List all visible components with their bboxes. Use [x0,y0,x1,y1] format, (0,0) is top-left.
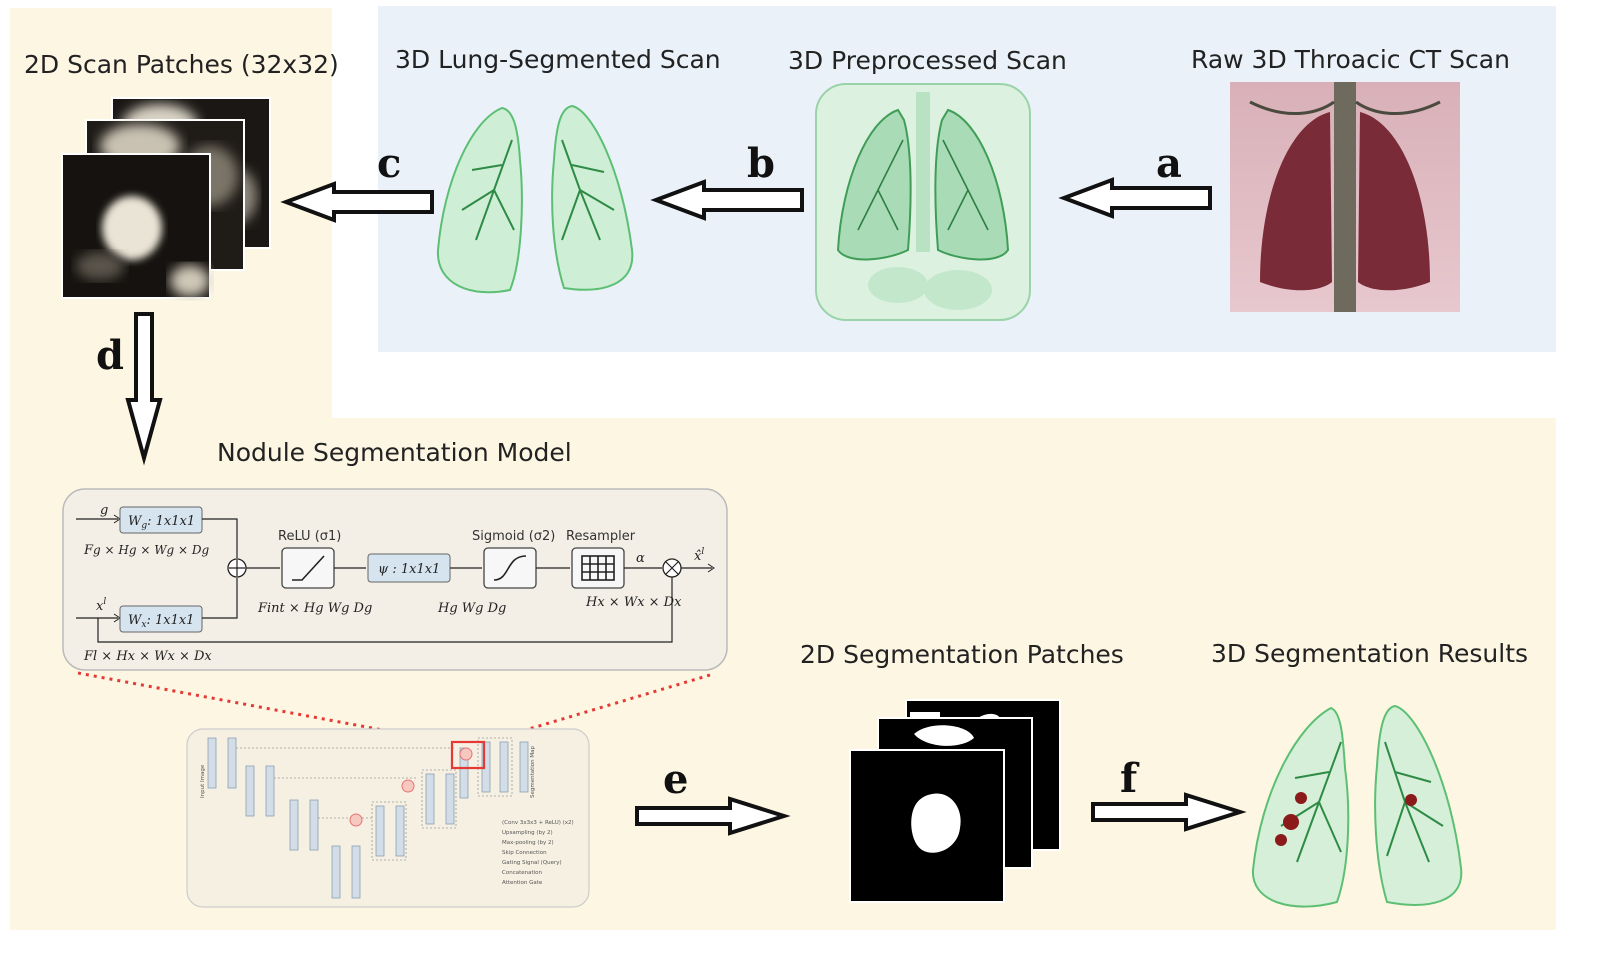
ag-resampler-label: Resampler [566,529,636,544]
ag-g-input: g [100,503,108,518]
step-label-a: a [1156,140,1182,187]
ag-x-dims: Fl × Hx × Wx × Dx [83,649,212,664]
ag-output: x̂l [694,547,704,564]
title-lung-segmented: 3D Lung-Segmented Scan [395,45,721,74]
preprocessed-scan-image [815,83,1031,321]
unet-legend-item-1: Upsampling (by 2) [502,830,553,836]
ag-relu-label: ReLU (σ1) [278,529,341,544]
unet-legend-item-2: Max-pooling (by 2) [502,840,554,846]
arrow-a [1058,177,1212,219]
seg-results-image [1251,704,1463,908]
ag-fint-dims: Fint × Hg Wg Dg [257,601,372,616]
unet-output-label: Segmentation Map [530,745,536,798]
step-label-e: e [663,756,689,803]
unet-input-label: Input Image [200,764,206,798]
scan-patches-stack [61,97,271,299]
arrow-b [650,179,804,221]
attention-gate-diagram: g Wg: 1x1x1 Fg × Hg × Wg × Dg xl Wx: 1x1… [62,488,728,671]
title-raw-ct: Raw 3D Throacic CT Scan [1191,45,1510,74]
title-preprocessed: 3D Preprocessed Scan [788,46,1067,75]
arrow-f [1091,792,1247,832]
step-label-c: c [377,140,402,187]
unet-legend-item-6: Attention Gate [502,880,543,886]
ag-wx-box: Wx: 1x1x1 [128,613,194,630]
raw-ct-image [1230,82,1460,312]
step-label-f: f [1120,755,1138,802]
step-label-b: b [747,140,775,187]
unet-diagram: Input Image Segmentation Map (Conv 3x3x3… [186,728,590,908]
title-seg-results: 3D Segmentation Results [1211,639,1529,668]
ag-g-dims: Fg × Hg × Wg × Dg [83,543,210,558]
ag-hg-dims: Hg Wg Dg [437,601,506,616]
ag-sigmoid-label: Sigmoid (σ2) [472,529,555,544]
arrow-d [125,312,163,466]
arrow-e [635,796,791,836]
title-model: Nodule Segmentation Model [217,438,572,467]
unet-legend-item-5: Concatenation [502,870,543,876]
seg-patches-stack [849,699,1061,903]
unet-legend-item-0: (Conv 3x3x3 + ReLU) (x2) [502,820,574,826]
unet-legend-item-4: Gating Signal (Query) [502,860,562,866]
unet-legend-item-3: Skip Connection [502,850,547,856]
arrow-c [280,181,434,223]
ag-alpha: α [636,551,645,566]
ag-wg-box: Wg: 1x1x1 [128,514,195,531]
ag-hx-dims: Hx × Wx × Dx [585,595,682,610]
lung-segmented-image [436,104,634,294]
step-label-d: d [96,332,124,379]
unet-legend: (Conv 3x3x3 + ReLU) (x2) Upsampling (by … [502,820,574,886]
ag-psi-box: ψ : 1x1x1 [378,562,440,577]
ag-x-input: xl [96,597,106,614]
title-scan-patches: 2D Scan Patches (32x32) [24,50,339,79]
title-seg-patches: 2D Segmentation Patches [800,640,1124,669]
